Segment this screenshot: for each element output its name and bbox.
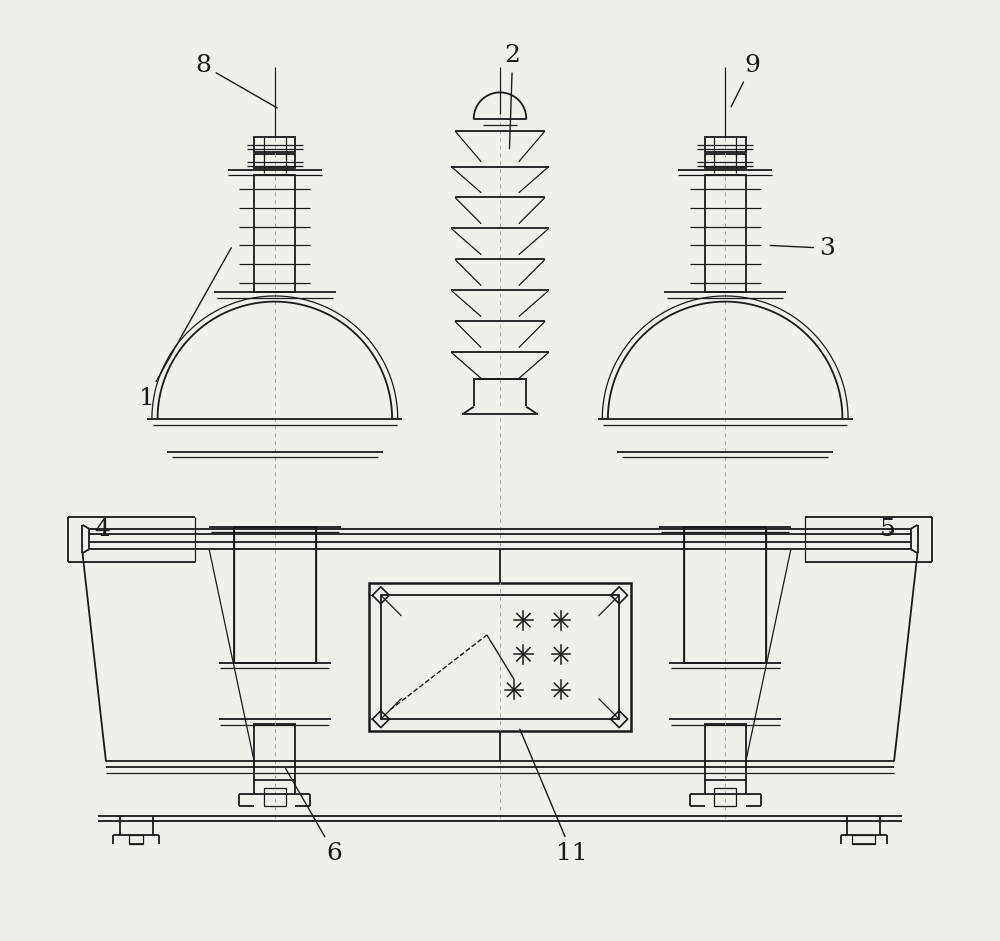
Bar — [852, 835, 875, 844]
Bar — [684, 527, 766, 662]
Text: 1: 1 — [139, 247, 231, 410]
Bar — [705, 175, 746, 293]
Bar — [254, 154, 295, 168]
Bar — [254, 137, 295, 152]
Bar — [264, 788, 286, 806]
Bar — [369, 583, 631, 731]
Bar — [705, 137, 746, 152]
Bar — [714, 788, 736, 806]
Bar — [381, 596, 619, 719]
Text: 3: 3 — [770, 237, 835, 260]
Text: 5: 5 — [880, 518, 896, 541]
Polygon shape — [462, 407, 538, 414]
Bar — [129, 835, 143, 844]
Text: 6: 6 — [286, 769, 342, 865]
Bar — [474, 378, 526, 407]
Text: 4: 4 — [95, 518, 111, 541]
Text: 11: 11 — [520, 729, 588, 865]
Bar — [254, 724, 295, 780]
Text: 9: 9 — [731, 54, 760, 106]
Bar — [705, 154, 746, 168]
Text: 2: 2 — [505, 44, 521, 149]
Bar — [234, 527, 316, 662]
Bar — [254, 175, 295, 293]
Bar — [705, 724, 746, 780]
Text: 8: 8 — [195, 54, 277, 108]
